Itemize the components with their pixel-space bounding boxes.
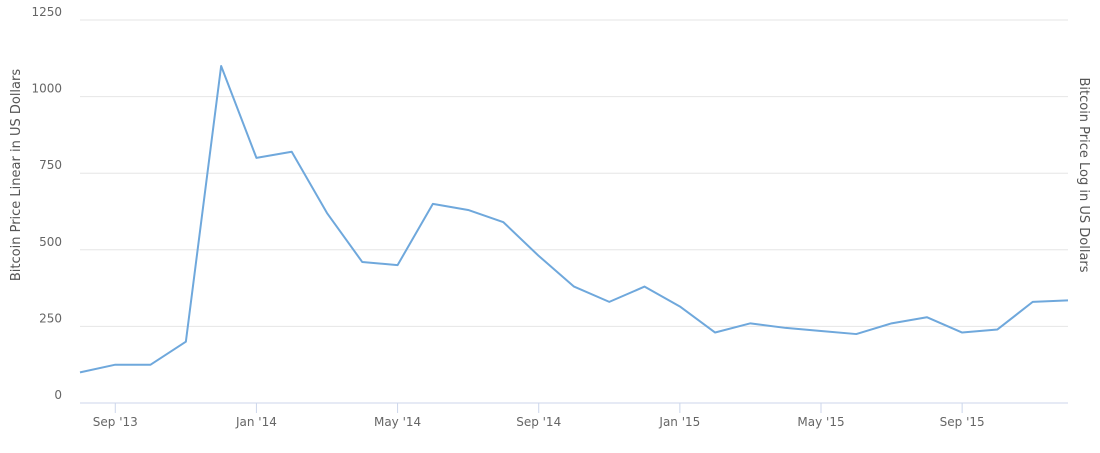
y-tick-label: 750 bbox=[39, 158, 62, 172]
y-tick-label: 500 bbox=[39, 235, 62, 249]
x-tick-label: Sep '14 bbox=[516, 415, 561, 429]
x-tick-label: Sep '15 bbox=[940, 415, 985, 429]
y-tick-label: 1250 bbox=[31, 5, 62, 19]
y-tick-label: 250 bbox=[39, 311, 62, 325]
x-tick-label: Sep '13 bbox=[93, 415, 138, 429]
x-tick-label: May '15 bbox=[797, 415, 844, 429]
x-tick-label: May '14 bbox=[374, 415, 421, 429]
price-line bbox=[79, 64, 1069, 374]
y-tick-label: 1000 bbox=[31, 82, 62, 96]
y-axis-title: Bitcoin Price Linear in US Dollars bbox=[9, 69, 24, 281]
x-tick-label: Jan '15 bbox=[658, 415, 700, 429]
x-tick-label: Jan '14 bbox=[235, 415, 277, 429]
y2-axis-title: Bitcoin Price Log in US Dollars bbox=[1076, 77, 1091, 272]
y-tick-label: 0 bbox=[54, 388, 62, 402]
